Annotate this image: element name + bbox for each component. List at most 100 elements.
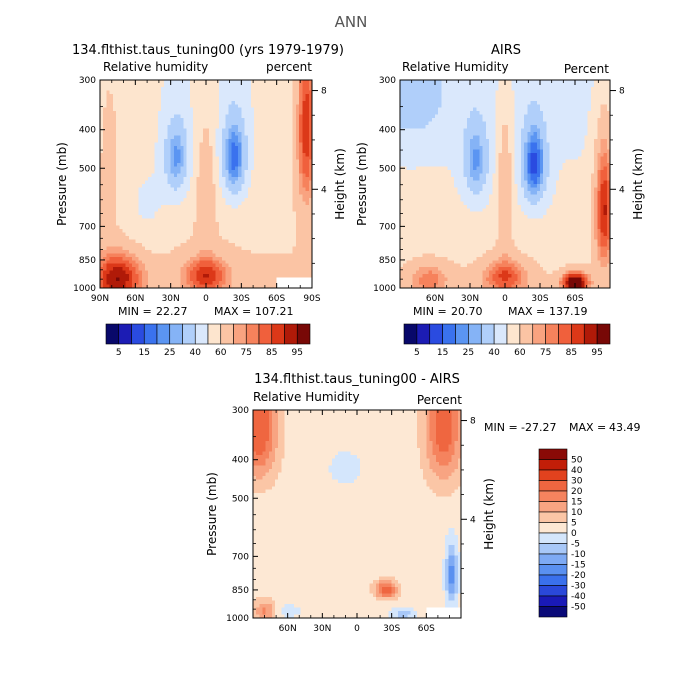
- contour-cell: [568, 100, 573, 105]
- contour-cell: [222, 267, 226, 272]
- contour-cell: [270, 163, 275, 168]
- contour-cell: [241, 180, 246, 185]
- contour-cell: [234, 173, 239, 178]
- contour-cell: [498, 111, 503, 116]
- contour-cell: [273, 125, 278, 130]
- contour-cell: [161, 132, 165, 137]
- contour-cell: [167, 180, 172, 185]
- contour-cell: [144, 208, 149, 213]
- contour-cell: [514, 86, 519, 91]
- contour-cell: [308, 284, 313, 289]
- contour-cell: [533, 125, 538, 130]
- contour-cell: [154, 246, 159, 251]
- contour-cell: [286, 194, 291, 199]
- contour-cell: [257, 149, 262, 154]
- contour-cell: [218, 190, 223, 195]
- contour-cell: [263, 253, 268, 258]
- contour-cell: [292, 97, 297, 102]
- contour-cell: [170, 121, 175, 126]
- contour-cell: [415, 121, 420, 126]
- contour-cell: [132, 97, 136, 102]
- contour-cell: [231, 173, 236, 178]
- contour-cell: [193, 249, 197, 254]
- contour-cell: [167, 125, 172, 130]
- contour-cell: [167, 170, 172, 175]
- contour-cell: [177, 118, 181, 123]
- contour-cell: [164, 242, 169, 247]
- contour-cell: [112, 118, 117, 123]
- contour-cell: [167, 156, 172, 161]
- contour-cell: [154, 93, 159, 98]
- contour-cell: [151, 253, 156, 258]
- contour-cell: [154, 274, 159, 279]
- contour-cell: [222, 83, 226, 88]
- contour-cell: [212, 208, 217, 213]
- contour-cell: [135, 163, 140, 168]
- contour-cell: [103, 173, 108, 178]
- contour-cell: [289, 135, 294, 140]
- contour-cell: [247, 218, 252, 223]
- contour-cell: [536, 100, 541, 105]
- contour-cell: [492, 86, 497, 91]
- contour-cell: [177, 180, 181, 185]
- contour-cell: [428, 107, 433, 112]
- contour-cell: [164, 97, 169, 102]
- contour-cell: [177, 170, 181, 175]
- contour-cell: [135, 260, 140, 265]
- contour-cell: [122, 93, 127, 98]
- contour-cell: [189, 208, 194, 213]
- contour-cell: [141, 83, 146, 88]
- contour-cell: [180, 249, 185, 254]
- contour-cell: [292, 93, 297, 98]
- contour-cell: [112, 204, 117, 209]
- contour-cell: [533, 80, 538, 85]
- contour-cell: [498, 86, 503, 91]
- contour-cell: [199, 267, 204, 272]
- contour-cell: [215, 208, 220, 213]
- contour-cell: [125, 218, 130, 223]
- contour-cell: [173, 170, 178, 175]
- contour-cell: [222, 121, 226, 126]
- contour-cell: [196, 232, 201, 237]
- contour-cell: [276, 118, 281, 123]
- contour-cell: [173, 104, 178, 109]
- contour-cell: [273, 201, 278, 206]
- contour-cell: [273, 114, 278, 119]
- contour-cell: [302, 194, 307, 199]
- contour-cell: [485, 114, 490, 119]
- contour-cell: [292, 197, 297, 202]
- contour-cell: [177, 277, 181, 282]
- contour-cell: [189, 180, 194, 185]
- contour-cell: [308, 232, 313, 237]
- contour-cell: [100, 125, 104, 130]
- contour-cell: [103, 274, 108, 279]
- contour-cell: [154, 90, 159, 95]
- contour-cell: [157, 177, 162, 182]
- contour-cell: [212, 118, 217, 123]
- contour-cell: [119, 166, 124, 171]
- contour-cell: [138, 128, 143, 133]
- contour-cell: [135, 107, 140, 112]
- contour-cell: [122, 236, 127, 241]
- contour-cell: [148, 249, 152, 254]
- contour-cell: [295, 159, 300, 164]
- contour-cell: [267, 249, 271, 254]
- contour-cell: [524, 107, 528, 112]
- contour-cell: [225, 277, 230, 282]
- contour-cell: [302, 281, 307, 286]
- contour-cell: [196, 118, 201, 123]
- contour-cell: [578, 100, 582, 105]
- contour-cell: [247, 170, 252, 175]
- contour-cell: [141, 180, 146, 185]
- contour-cell: [279, 80, 284, 85]
- contour-cell: [257, 277, 262, 282]
- contour-cell: [116, 145, 120, 150]
- contour-cell: [164, 111, 169, 116]
- contour-cell: [154, 215, 159, 220]
- contour-cell: [587, 111, 592, 116]
- contour-cell: [183, 263, 188, 268]
- contour-cell: [215, 145, 220, 150]
- contour-cell: [225, 284, 230, 289]
- contour-cell: [238, 201, 242, 206]
- contour-cell: [183, 149, 188, 154]
